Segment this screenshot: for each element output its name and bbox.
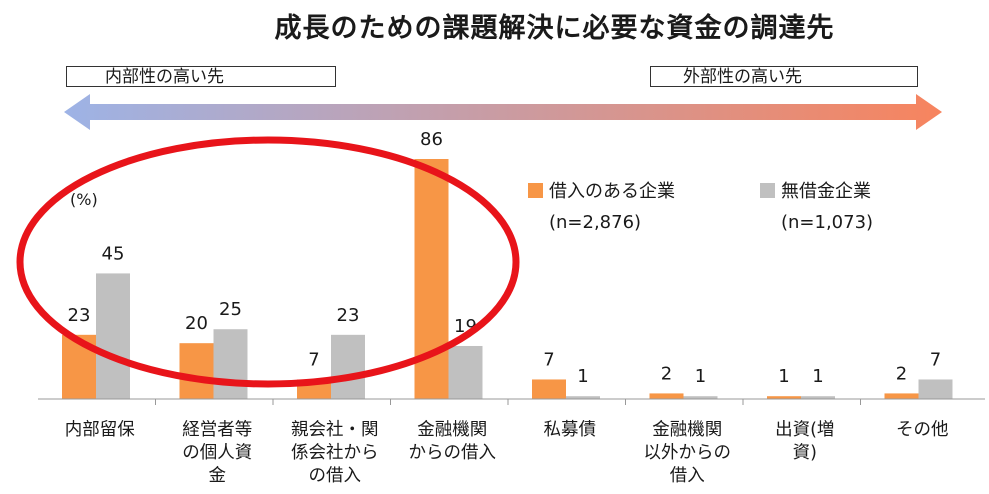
legend-swatch [760,183,775,198]
bar-debt-free [213,329,248,399]
category-label: 内部留保 [65,420,135,440]
data-label: 86 [420,129,443,150]
legend-n-label: (n=2,876) [549,212,641,233]
bar-debt-free [566,396,600,399]
internal-side-box: 内部性の高い先 [66,66,336,87]
category-label: 資) [793,443,817,463]
category-label: 金融機関 [652,420,722,440]
bar-debt-free [96,273,130,399]
gradient-arrow [64,94,942,130]
data-label: 7 [308,349,319,370]
category-label: からの借入 [409,443,497,463]
category-label: 借入 [670,466,705,486]
category-label: 係会社から [291,443,379,463]
chart-title: 成長のための課題解決に必要な資金の調達先 [274,13,835,44]
bar-debt-free [801,396,835,399]
data-label: 23 [337,305,360,326]
bar-debt-free [918,379,953,399]
data-label: 1 [812,366,823,387]
data-label: 23 [68,305,91,326]
data-label: 25 [219,299,242,320]
category-label: 私募債 [544,420,597,440]
legend-swatch [528,183,543,198]
category-label: の個人資 [182,443,252,463]
internal-side-label: 内部性の高い先 [105,67,224,87]
data-label: 2 [896,363,907,384]
category-label: 経営者等 [182,420,252,440]
bar-borrowing [884,393,919,399]
highlight-circle [16,136,520,388]
category-label: 出資(増 [775,420,834,440]
bar-borrowing [532,379,566,399]
bar-debt-free [683,396,718,399]
bar-borrowing [179,343,214,399]
category-label: その他 [896,420,949,440]
external-side-box: 外部性の高い先 [650,66,918,87]
category-label: の借入 [309,466,362,486]
bar-debt-free [448,345,483,399]
category-label: 金融機関 [417,420,487,440]
data-label: 2 [661,363,672,384]
category-label: 以外からの [644,443,732,463]
unit-label: (%) [70,190,98,209]
bar-borrowing [414,159,449,399]
bar-borrowing [649,393,684,399]
legend-label: 借入のある企業 [549,181,675,202]
data-label: 45 [102,243,125,264]
category-label: 親会社・関 [291,420,379,440]
external-side-label: 外部性の高い先 [683,67,802,87]
data-label: 1 [778,366,789,387]
bar-debt-free [331,334,365,399]
data-label: 1 [695,366,706,387]
data-label: 1 [577,366,588,387]
data-label: 7 [930,349,941,370]
legend-label: 無借金企業 [781,181,871,202]
bar-borrowing [767,396,801,399]
data-label: 20 [185,313,208,334]
category-label: 金 [209,466,227,486]
data-label: 7 [543,349,554,370]
legend-n-label: (n=1,073) [781,212,873,233]
